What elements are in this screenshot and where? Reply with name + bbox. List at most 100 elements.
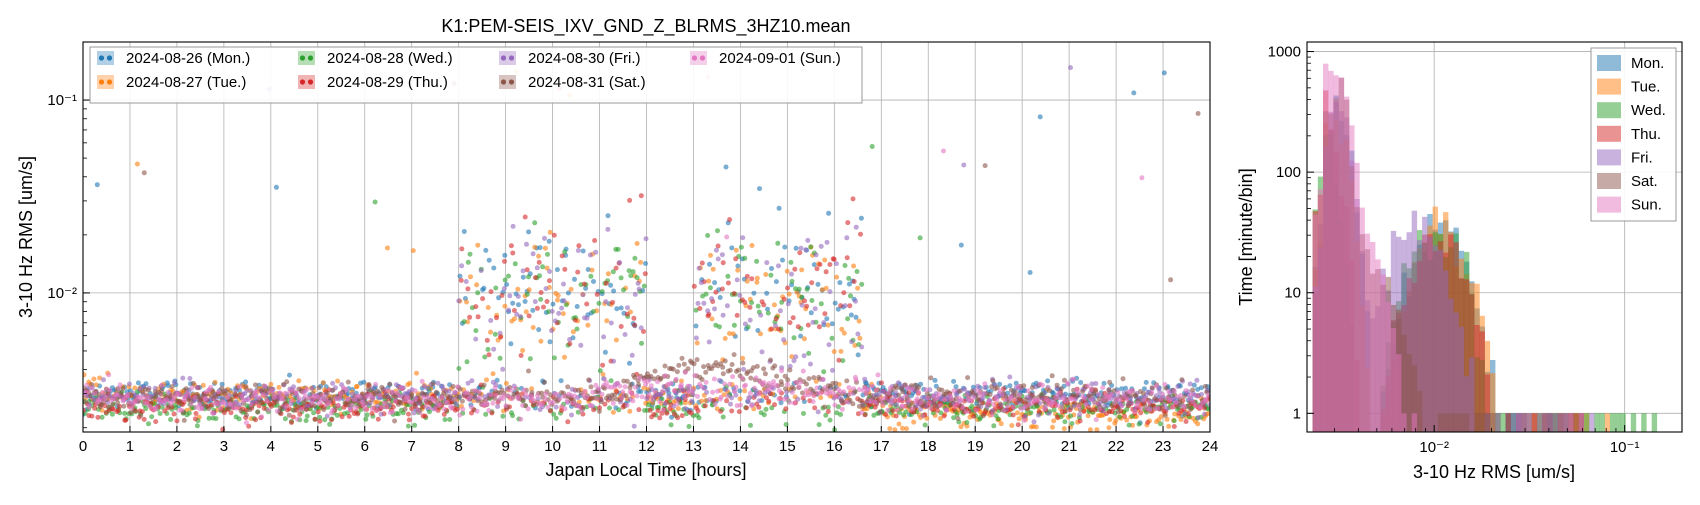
histogram-bar bbox=[1406, 232, 1412, 432]
scatter-point bbox=[502, 252, 508, 258]
scatter-point bbox=[517, 314, 523, 319]
scatter-point bbox=[1102, 403, 1108, 409]
scatter-point bbox=[648, 383, 654, 389]
scatter-point bbox=[701, 300, 707, 306]
scatter-point bbox=[567, 341, 573, 347]
scatter-point bbox=[523, 392, 529, 398]
scatter-point bbox=[697, 306, 703, 311]
scatter-point bbox=[1068, 65, 1073, 71]
scatter-point bbox=[442, 417, 448, 423]
scatter-point bbox=[719, 252, 725, 258]
scatter-point bbox=[506, 273, 511, 279]
scatter-point bbox=[543, 286, 549, 292]
scatter-point bbox=[244, 388, 250, 393]
scatter-point bbox=[106, 372, 112, 378]
scatter-point bbox=[591, 279, 596, 284]
scatter-point bbox=[1095, 392, 1101, 397]
scatter-point bbox=[1164, 406, 1170, 412]
scatter-point bbox=[774, 382, 780, 388]
scatter-point bbox=[601, 334, 607, 340]
scatter-point bbox=[621, 287, 626, 293]
scatter-legend-item: 2024-08-30 (Fri.) bbox=[499, 50, 641, 67]
scatter-point bbox=[256, 403, 262, 409]
scatter-point bbox=[256, 382, 262, 388]
scatter-point bbox=[982, 385, 988, 391]
scatter-point bbox=[987, 392, 993, 397]
histogram-legend-label: Sun. bbox=[1631, 197, 1662, 214]
scatter-y-axis-label: 3-10 Hz RMS [um/s] bbox=[16, 156, 36, 318]
scatter-point bbox=[829, 335, 835, 341]
scatter-point bbox=[253, 417, 258, 423]
scatter-point bbox=[786, 291, 792, 297]
scatter-point bbox=[535, 393, 541, 398]
scatter-point bbox=[752, 385, 757, 391]
histogram-bar bbox=[1401, 334, 1407, 432]
scatter-point bbox=[473, 336, 479, 342]
scatter-point bbox=[372, 199, 378, 205]
scatter-point bbox=[153, 419, 159, 425]
scatter-point bbox=[759, 349, 765, 355]
scatter-point bbox=[625, 305, 630, 311]
scatter-point bbox=[521, 387, 527, 393]
scatter-point bbox=[480, 296, 486, 302]
scatter-point bbox=[262, 383, 268, 389]
scatter-point bbox=[430, 381, 436, 387]
scatter-point bbox=[887, 385, 893, 391]
scatter-point bbox=[1106, 387, 1112, 393]
scatter-point bbox=[668, 395, 674, 401]
scatter-point bbox=[747, 390, 753, 396]
scatter-point bbox=[894, 407, 900, 413]
scatter-point bbox=[716, 324, 722, 330]
scatter-point bbox=[585, 267, 591, 272]
scatter-point bbox=[1115, 389, 1121, 395]
scatter-point bbox=[768, 272, 774, 278]
scatter-point bbox=[387, 402, 393, 408]
histogram-bar bbox=[1563, 413, 1569, 432]
scatter-point bbox=[717, 295, 723, 300]
scatter-point bbox=[778, 400, 784, 406]
scatter-point bbox=[551, 232, 557, 238]
scatter-point bbox=[565, 290, 571, 296]
scatter-x-tick-label: 7 bbox=[408, 438, 416, 455]
scatter-point bbox=[574, 304, 580, 309]
scatter-point bbox=[289, 398, 294, 404]
scatter-point bbox=[869, 383, 875, 389]
scatter-point bbox=[746, 395, 752, 401]
scatter-point bbox=[613, 265, 619, 271]
histogram-bar bbox=[1479, 331, 1485, 432]
scatter-point bbox=[510, 250, 516, 256]
scatter-point bbox=[92, 405, 98, 411]
scatter-point bbox=[213, 416, 219, 422]
scatter-point bbox=[822, 257, 828, 263]
histogram-legend-swatch bbox=[1597, 55, 1621, 71]
scatter-point bbox=[171, 411, 177, 417]
scatter-point bbox=[543, 391, 549, 397]
scatter-point bbox=[92, 391, 98, 396]
scatter-point bbox=[143, 381, 149, 387]
scatter-point bbox=[930, 410, 936, 416]
scatter-point bbox=[545, 251, 550, 257]
scatter-point bbox=[127, 400, 133, 406]
scatter-point bbox=[772, 363, 778, 369]
scatter-point bbox=[613, 337, 619, 343]
scatter-point bbox=[799, 302, 805, 308]
scatter-point bbox=[287, 372, 292, 378]
legend-marker-dot bbox=[500, 55, 507, 61]
scatter-point bbox=[271, 394, 277, 400]
scatter-point bbox=[578, 408, 584, 414]
scatter-point bbox=[965, 375, 971, 381]
scatter-point bbox=[835, 306, 841, 312]
scatter-point bbox=[1035, 397, 1041, 403]
histogram-bar bbox=[1380, 274, 1386, 432]
scatter-point bbox=[409, 392, 415, 398]
histogram-legend-item: Fri. bbox=[1597, 149, 1653, 166]
scatter-point bbox=[600, 371, 606, 377]
scatter-point bbox=[787, 400, 793, 405]
histogram-y-tick-label: 1 bbox=[1293, 405, 1301, 422]
scatter-point bbox=[553, 404, 559, 410]
scatter-point bbox=[91, 396, 97, 402]
scatter-point bbox=[315, 394, 321, 400]
legend-marker-dot bbox=[98, 55, 105, 61]
